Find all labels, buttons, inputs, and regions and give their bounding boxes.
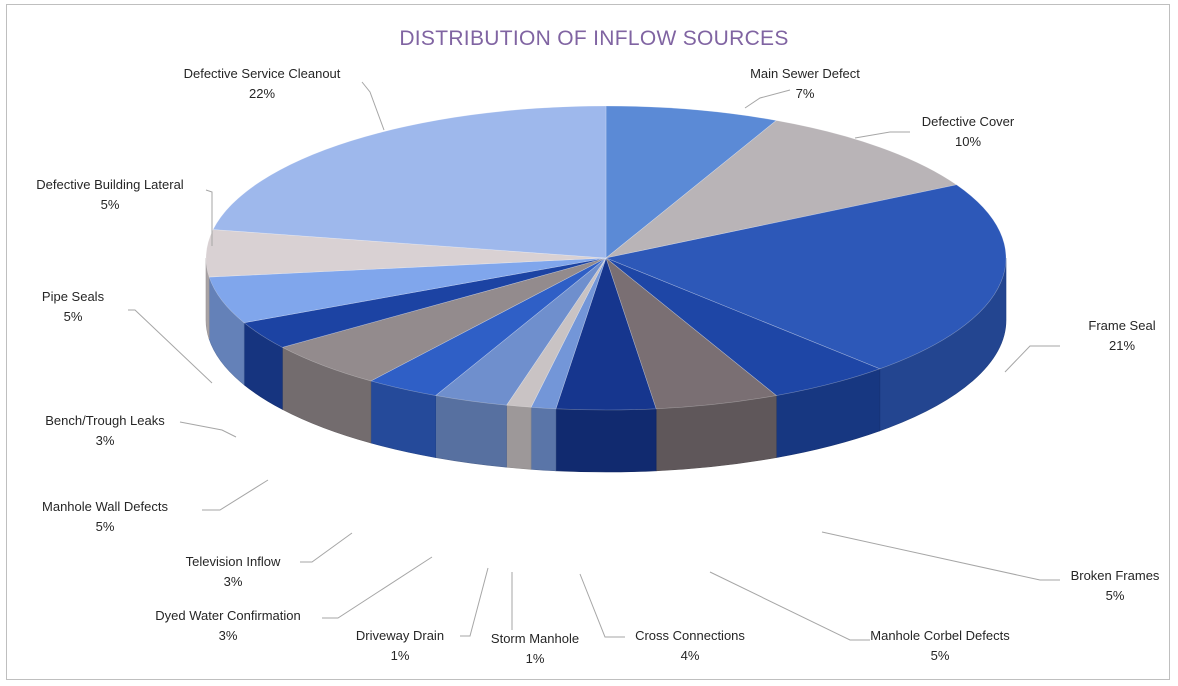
- slice-label-name-2: Frame Seal: [1088, 318, 1155, 333]
- slice-label-name-12: Pipe Seals: [42, 289, 105, 304]
- slice-label-name-14: Defective Service Cleanout: [184, 66, 341, 81]
- slice-12: [208, 257, 607, 324]
- slice-labels: Main Sewer Defect 7% Defective Cover 10% Fra…: [36, 66, 1160, 666]
- slice-side-7: [506, 404, 532, 470]
- slice-label-name-9: Television Inflow: [186, 554, 281, 569]
- slice-label-value-1: 10%: [955, 134, 981, 149]
- slice-label-name-13: Defective Building Lateral: [36, 177, 184, 192]
- slice-0: [605, 105, 778, 259]
- slice-side-6: [530, 406, 557, 472]
- slice-14: [212, 105, 607, 259]
- leader-line-10: [202, 479, 269, 511]
- slice-label-name-0: Main Sewer Defect: [750, 66, 860, 81]
- slice-label-value-6: 1%: [526, 651, 545, 666]
- slice-3: [605, 257, 881, 396]
- slice-6: [530, 257, 607, 410]
- leader-line-4: [709, 571, 870, 641]
- slice-label-value-4: 5%: [931, 648, 950, 663]
- leader-line-11: [179, 421, 237, 438]
- slice-label-value-10: 5%: [96, 519, 115, 534]
- leader-line-8: [322, 556, 433, 619]
- pie-tops: [205, 105, 1007, 411]
- slice-7: [505, 257, 607, 408]
- slice-label-name-4: Manhole Corbel Defects: [870, 628, 1010, 643]
- slice-label-value-13: 5%: [101, 197, 120, 212]
- slice-label-value-3: 5%: [1106, 588, 1125, 603]
- leader-line-9: [300, 532, 353, 563]
- slice-label-name-6: Storm Manhole: [491, 631, 579, 646]
- slice-label-name-7: Driveway Drain: [356, 628, 444, 643]
- slice-8: [434, 257, 607, 406]
- pie-sides: [205, 257, 1007, 473]
- slice-label-value-5: 4%: [681, 648, 700, 663]
- slice-label-name-11: Bench/Trough Leaks: [45, 413, 165, 428]
- slice-4: [605, 257, 778, 410]
- slice-label-name-8: Dyed Water Confirmation: [155, 608, 300, 623]
- slice-side-5: [555, 408, 657, 473]
- leader-lines: [128, 81, 1060, 641]
- slice-label-name-1: Defective Cover: [922, 114, 1015, 129]
- leader-line-13: [205, 189, 213, 246]
- slice-label-value-12: 5%: [64, 309, 83, 324]
- slice-label-name-10: Manhole Wall Defects: [42, 499, 168, 514]
- slice-label-value-11: 3%: [96, 433, 115, 448]
- slice-label-value-14: 22%: [249, 86, 275, 101]
- slice-9: [370, 257, 607, 396]
- slice-label-name-5: Cross Connections: [635, 628, 745, 643]
- slice-11: [243, 257, 607, 348]
- slice-2: [604, 184, 1007, 370]
- slice-13: [205, 229, 607, 278]
- leader-line-14: [361, 81, 385, 131]
- leader-line-7: [460, 567, 489, 637]
- leader-line-1: [854, 131, 910, 139]
- leader-line-2: [1004, 345, 1060, 373]
- slice-label-value-9: 3%: [224, 574, 243, 589]
- slice-side-8: [435, 395, 507, 468]
- leader-line-0: [744, 89, 791, 109]
- slice-label-value-7: 1%: [391, 648, 410, 663]
- slice-10: [281, 257, 607, 382]
- slice-5: [555, 257, 657, 411]
- slice-label-value-0: 7%: [796, 86, 815, 101]
- slice-label-name-3: Broken Frames: [1071, 568, 1160, 583]
- slice-label-value-2: 21%: [1109, 338, 1135, 353]
- leader-line-5: [579, 573, 625, 638]
- slice-1: [605, 120, 958, 259]
- leader-line-12: [128, 309, 213, 384]
- chart-title: DISTRIBUTION OF INFLOW SOURCES: [399, 27, 788, 50]
- leader-line-3: [821, 531, 1060, 581]
- slice-label-value-8: 3%: [219, 628, 238, 643]
